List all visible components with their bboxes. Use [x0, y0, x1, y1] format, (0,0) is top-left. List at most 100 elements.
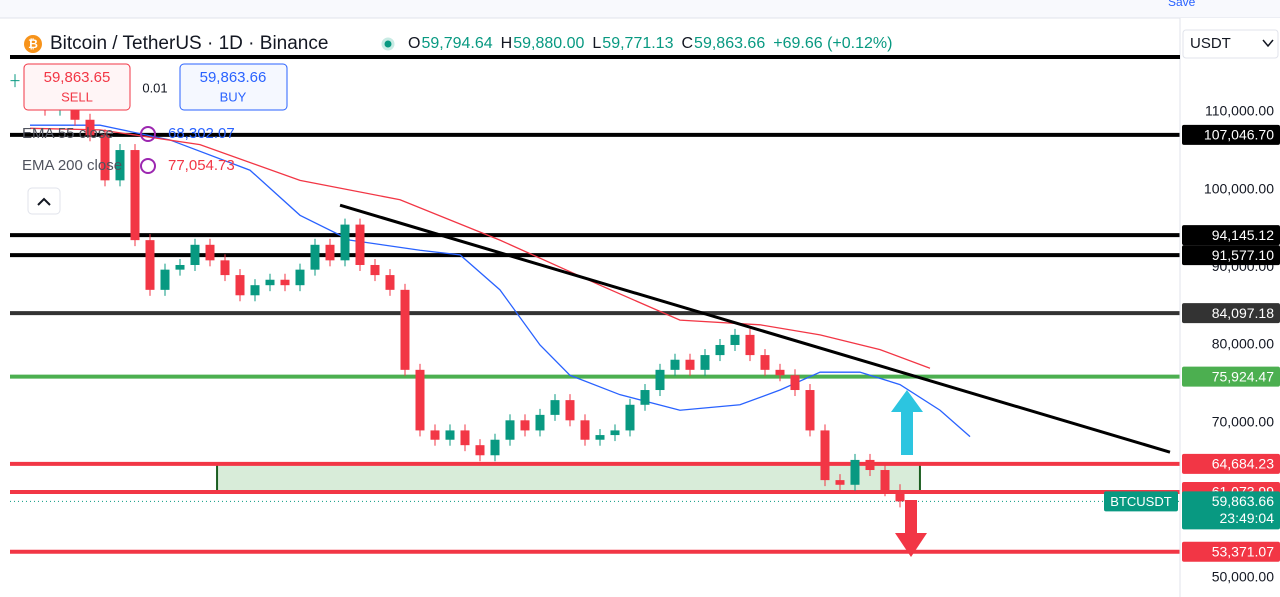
candle [160, 269, 170, 290]
symbol-tag: BTCUSDT [1110, 494, 1171, 509]
collapse-button[interactable] [27, 187, 61, 215]
candle [415, 369, 425, 431]
candle [610, 430, 620, 436]
candle [325, 244, 335, 261]
collapse-icon [37, 197, 51, 206]
candle [520, 420, 530, 431]
level-label: 84,097.18 [1212, 305, 1274, 321]
legend-icon [140, 158, 156, 174]
legend-name: EMA 200 close [22, 157, 122, 174]
legend-icon [140, 126, 156, 142]
candle [100, 135, 110, 181]
y-tick-label: 70,000.00 [1212, 413, 1274, 429]
candle [115, 150, 125, 181]
market-status [381, 37, 395, 51]
candle [400, 289, 410, 370]
y-tick-label: 100,000.00 [1204, 180, 1274, 196]
level-label-bg [1182, 303, 1280, 324]
candle [700, 355, 710, 370]
last-price-label: 59,863.66 [1212, 493, 1274, 509]
zone [216, 462, 921, 493]
quantity: 0.01 [142, 80, 167, 95]
y-tick-label: 110,000.00 [1205, 103, 1274, 119]
level-label: 53,371.07 [1212, 543, 1274, 559]
candle [835, 480, 845, 485]
level-label-bg [1182, 225, 1280, 246]
candle [580, 420, 590, 440]
candle [550, 400, 560, 415]
candle [475, 445, 485, 456]
candle [220, 260, 230, 276]
overlay: ₿ Bitcoin / TetherUS · 1D · Binance O 59,… [22, 0, 1279, 557]
candle [130, 150, 140, 241]
candle [715, 344, 725, 356]
chevron [1262, 39, 1274, 48]
candle [775, 369, 785, 376]
candle [640, 390, 650, 405]
ohlc-label: H [501, 35, 513, 52]
ohlc-label: O [408, 35, 420, 52]
legend-value: 77,054.73 [168, 157, 235, 174]
buy-label: BUY [220, 89, 247, 104]
legend-value: 68,302.07 [168, 125, 235, 142]
last-price-bg [1182, 491, 1280, 530]
ohlc-value: 59,771.13 [602, 35, 673, 52]
candle [190, 244, 200, 265]
symbol: Bitcoin / TetherUS · 1D · Binance [50, 33, 328, 54]
sell-button[interactable] [23, 63, 131, 111]
candle [505, 420, 515, 440]
currency: USDT [1190, 35, 1231, 52]
candle [865, 459, 875, 471]
level-label-bg [1182, 124, 1280, 145]
level-label-bg [1182, 541, 1280, 562]
candle [670, 359, 680, 370]
candle [310, 244, 320, 270]
currency-select[interactable] [1182, 29, 1279, 59]
candle [850, 459, 860, 485]
coin-icon [24, 35, 42, 53]
y-tick-label: 50,000.00 [1212, 569, 1274, 585]
down-arrow [895, 500, 927, 557]
candle [430, 430, 440, 440]
candle [805, 390, 815, 431]
ema-line [29, 127, 931, 369]
candle [625, 404, 635, 431]
candle [685, 359, 695, 370]
candle [730, 334, 740, 345]
save-button[interactable]: Save [1168, 0, 1196, 9]
ema-line [29, 124, 971, 438]
candle [655, 369, 665, 391]
buy-button[interactable] [179, 63, 288, 111]
candle [250, 285, 260, 296]
up-arrow [891, 390, 923, 455]
level-label: 107,046.70 [1204, 127, 1274, 143]
ohlc-label: L [592, 35, 601, 52]
candle [595, 435, 605, 440]
candle [85, 119, 95, 136]
candle [385, 275, 395, 290]
coin-glyph: ₿ [28, 37, 38, 51]
level-label-bg [1182, 453, 1280, 474]
candle [565, 400, 575, 421]
candle [820, 430, 830, 481]
toolbar [0, 0, 1280, 18]
change: +69.66 (+0.12%) [773, 35, 892, 52]
candle [790, 375, 800, 391]
symbol-tag-bg [1104, 491, 1178, 512]
buy-price: 59,863.66 [200, 69, 267, 86]
candle [175, 264, 185, 270]
candle [760, 355, 770, 370]
candle [895, 490, 905, 502]
candle [445, 430, 455, 440]
candle [460, 430, 470, 446]
candle [235, 275, 245, 296]
level-label-bg [1182, 245, 1280, 266]
candle [880, 470, 890, 491]
level-label-bg [1182, 366, 1280, 387]
candle [205, 244, 215, 261]
sell-price: 59,863.65 [44, 69, 111, 86]
y-tick-label: 80,000.00 [1212, 336, 1274, 352]
candle [295, 269, 305, 286]
